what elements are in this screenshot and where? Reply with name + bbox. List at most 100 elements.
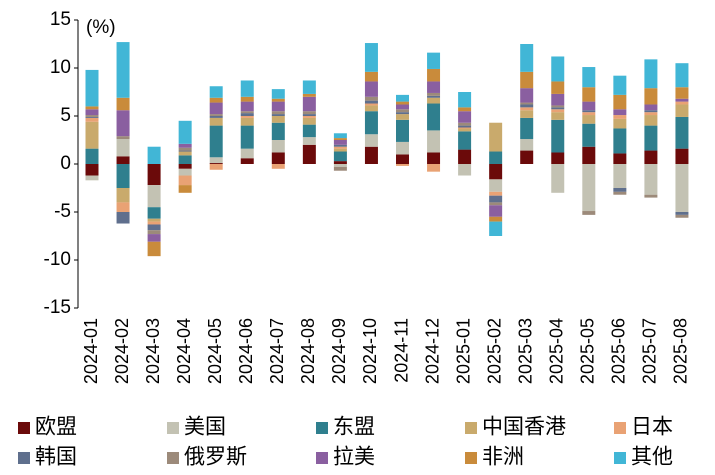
bar-segment <box>582 101 596 111</box>
bar-segment <box>613 191 627 195</box>
bar-segment <box>85 117 99 122</box>
bar-segment <box>178 175 192 186</box>
bar-segment <box>458 122 472 126</box>
bar-segment <box>396 114 409 120</box>
bar-segment <box>240 80 254 97</box>
bar-segment <box>271 164 285 169</box>
bar-segment <box>396 164 409 166</box>
bar-segment <box>520 88 534 103</box>
bar-segment <box>116 42 130 98</box>
bar-segment <box>489 151 503 164</box>
bar-segment <box>271 89 285 99</box>
bar-segment <box>240 148 254 159</box>
bar-segment <box>302 114 316 116</box>
bar-segment <box>551 119 565 153</box>
x-tick-label: 2025-01 <box>453 318 473 384</box>
bar-segment <box>520 107 534 111</box>
legend-label: 非洲 <box>482 446 524 469</box>
bar-segment <box>458 128 472 132</box>
legend-label: 其他 <box>631 446 673 469</box>
bar-segment <box>427 68 441 82</box>
bar-segment <box>178 150 192 152</box>
bar-segment <box>116 136 130 140</box>
bar-segment <box>551 81 565 94</box>
bar-segment <box>178 164 192 169</box>
bar-segment <box>675 63 689 88</box>
bar-segment <box>582 67 596 88</box>
bar-segment <box>240 96 254 102</box>
x-tick-label: 2025-05 <box>578 318 598 384</box>
x-tick-label: 2024-10 <box>360 318 380 384</box>
bar-segment <box>613 153 627 164</box>
bar-segment <box>489 221 503 236</box>
bar-segment <box>364 100 378 104</box>
bar-segment <box>520 102 534 105</box>
bar-segment <box>675 98 689 102</box>
bar-segment <box>333 146 347 149</box>
bar-segment <box>302 116 316 118</box>
bar-segment <box>644 115 658 126</box>
bar-segment <box>644 194 658 198</box>
legend-swatch <box>316 422 328 434</box>
bar-segment <box>240 111 254 114</box>
bar-segment <box>116 188 130 203</box>
x-tick-label: 2025-03 <box>515 318 535 384</box>
bar-segment <box>333 164 347 167</box>
bar-segment <box>147 234 161 242</box>
x-tick-label: 2024-04 <box>174 318 194 384</box>
bar-segment <box>396 119 409 142</box>
bar-segment <box>675 214 689 218</box>
bar-segment <box>85 116 99 118</box>
legend-swatch <box>316 452 328 464</box>
bar-segment <box>582 112 596 116</box>
bar-segment <box>613 118 627 129</box>
x-tick-label: 2024-01 <box>81 318 101 384</box>
unit-annotation: (%) <box>86 17 116 38</box>
bar-segment <box>271 152 285 164</box>
bar-segment <box>209 117 223 126</box>
bar-segment <box>364 103 378 106</box>
bar-segment <box>489 191 503 196</box>
legend-swatch <box>465 422 477 434</box>
bar-segment <box>271 111 285 115</box>
bar-segment <box>520 150 534 164</box>
bar-segment <box>302 80 316 94</box>
bar-segment <box>551 112 565 120</box>
bar-segment <box>209 157 223 164</box>
bar-segment <box>147 224 161 231</box>
legend-swatch <box>167 422 179 434</box>
bar-segment <box>364 43 378 72</box>
x-tick-label: 2024-08 <box>298 318 318 384</box>
bar-segment <box>240 116 254 118</box>
bar-segment <box>582 211 596 215</box>
bar-segment <box>302 137 316 145</box>
bar-segment <box>116 156 130 164</box>
bar-segment <box>85 109 99 116</box>
x-tick-label: 2024-12 <box>422 318 442 384</box>
bar-segment <box>209 163 223 164</box>
bar-segment <box>333 140 347 145</box>
bar-segment <box>458 92 472 108</box>
bar-segment <box>396 104 409 110</box>
bar-segment <box>178 155 192 164</box>
bar-segment <box>644 104 658 111</box>
bar-segment <box>85 175 99 181</box>
bar-segment <box>396 154 409 164</box>
bar-segment <box>675 87 689 99</box>
bar-segment <box>551 107 565 110</box>
bar-segment <box>240 125 254 149</box>
bar-segment <box>209 125 223 158</box>
legend-swatch <box>614 452 626 464</box>
bar-segment <box>489 164 503 180</box>
legend-swatch <box>465 452 477 464</box>
bar-segment <box>458 164 472 176</box>
bar-segment <box>333 144 347 147</box>
bar-segment <box>520 44 534 72</box>
bar-segment <box>644 59 658 89</box>
bar-segment <box>520 71 534 89</box>
bar-segment <box>644 125 658 151</box>
bar-segment <box>396 141 409 155</box>
y-tick-label: 5 <box>60 105 71 126</box>
bar-segment <box>613 164 627 188</box>
x-tick-label: 2024-09 <box>329 318 349 384</box>
